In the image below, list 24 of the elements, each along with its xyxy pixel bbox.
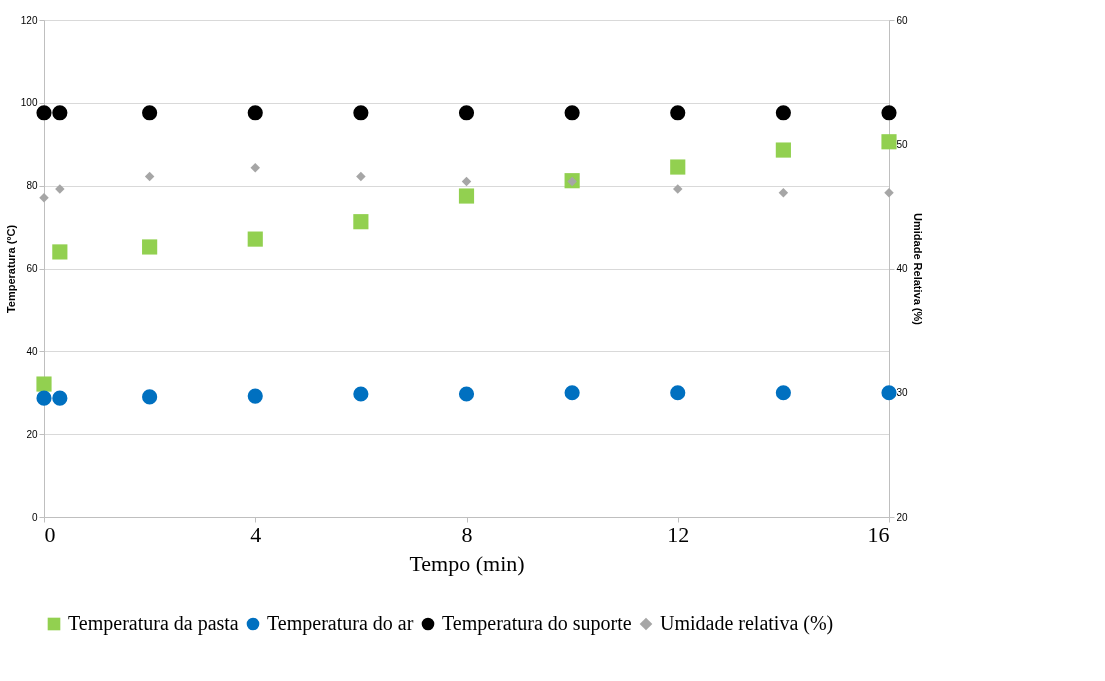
y-axis-title: Temperatura (ºC) [4,224,17,314]
legend-label: Umidade relativa (%) [660,612,834,635]
x-tick-label: 12 [667,521,690,547]
y-tick-label: 20 [26,428,38,440]
x-tick-label: 4 [250,521,262,547]
legend-label: Temperatura do suporte [442,612,632,635]
y-tick-label: 120 [20,14,38,26]
y2-tick-label: 50 [896,138,909,150]
y-tick-label: 100 [20,97,38,109]
y-tick-label: 40 [26,345,38,357]
legend-label: Temperatura da pasta [68,612,239,635]
y2-tick-label: 20 [896,511,909,523]
x-axis-title: Tempo (min) [409,550,525,576]
y2-axis-title: Umidade Relativa (%) [911,213,924,326]
x-tick-label: 16 [867,521,890,547]
legend-label: Temperatura do ar [267,612,414,635]
y2-tick-label: 60 [896,14,909,26]
x-tick-label: 0 [44,521,56,547]
y2-tick-label: 30 [896,387,909,399]
x-tick-label: 8 [461,521,473,547]
y-tick-label: 60 [26,263,38,274]
y-tick-label: 0 [31,511,38,523]
y2-tick-label: 40 [896,263,909,274]
y-tick-label: 80 [26,180,38,192]
